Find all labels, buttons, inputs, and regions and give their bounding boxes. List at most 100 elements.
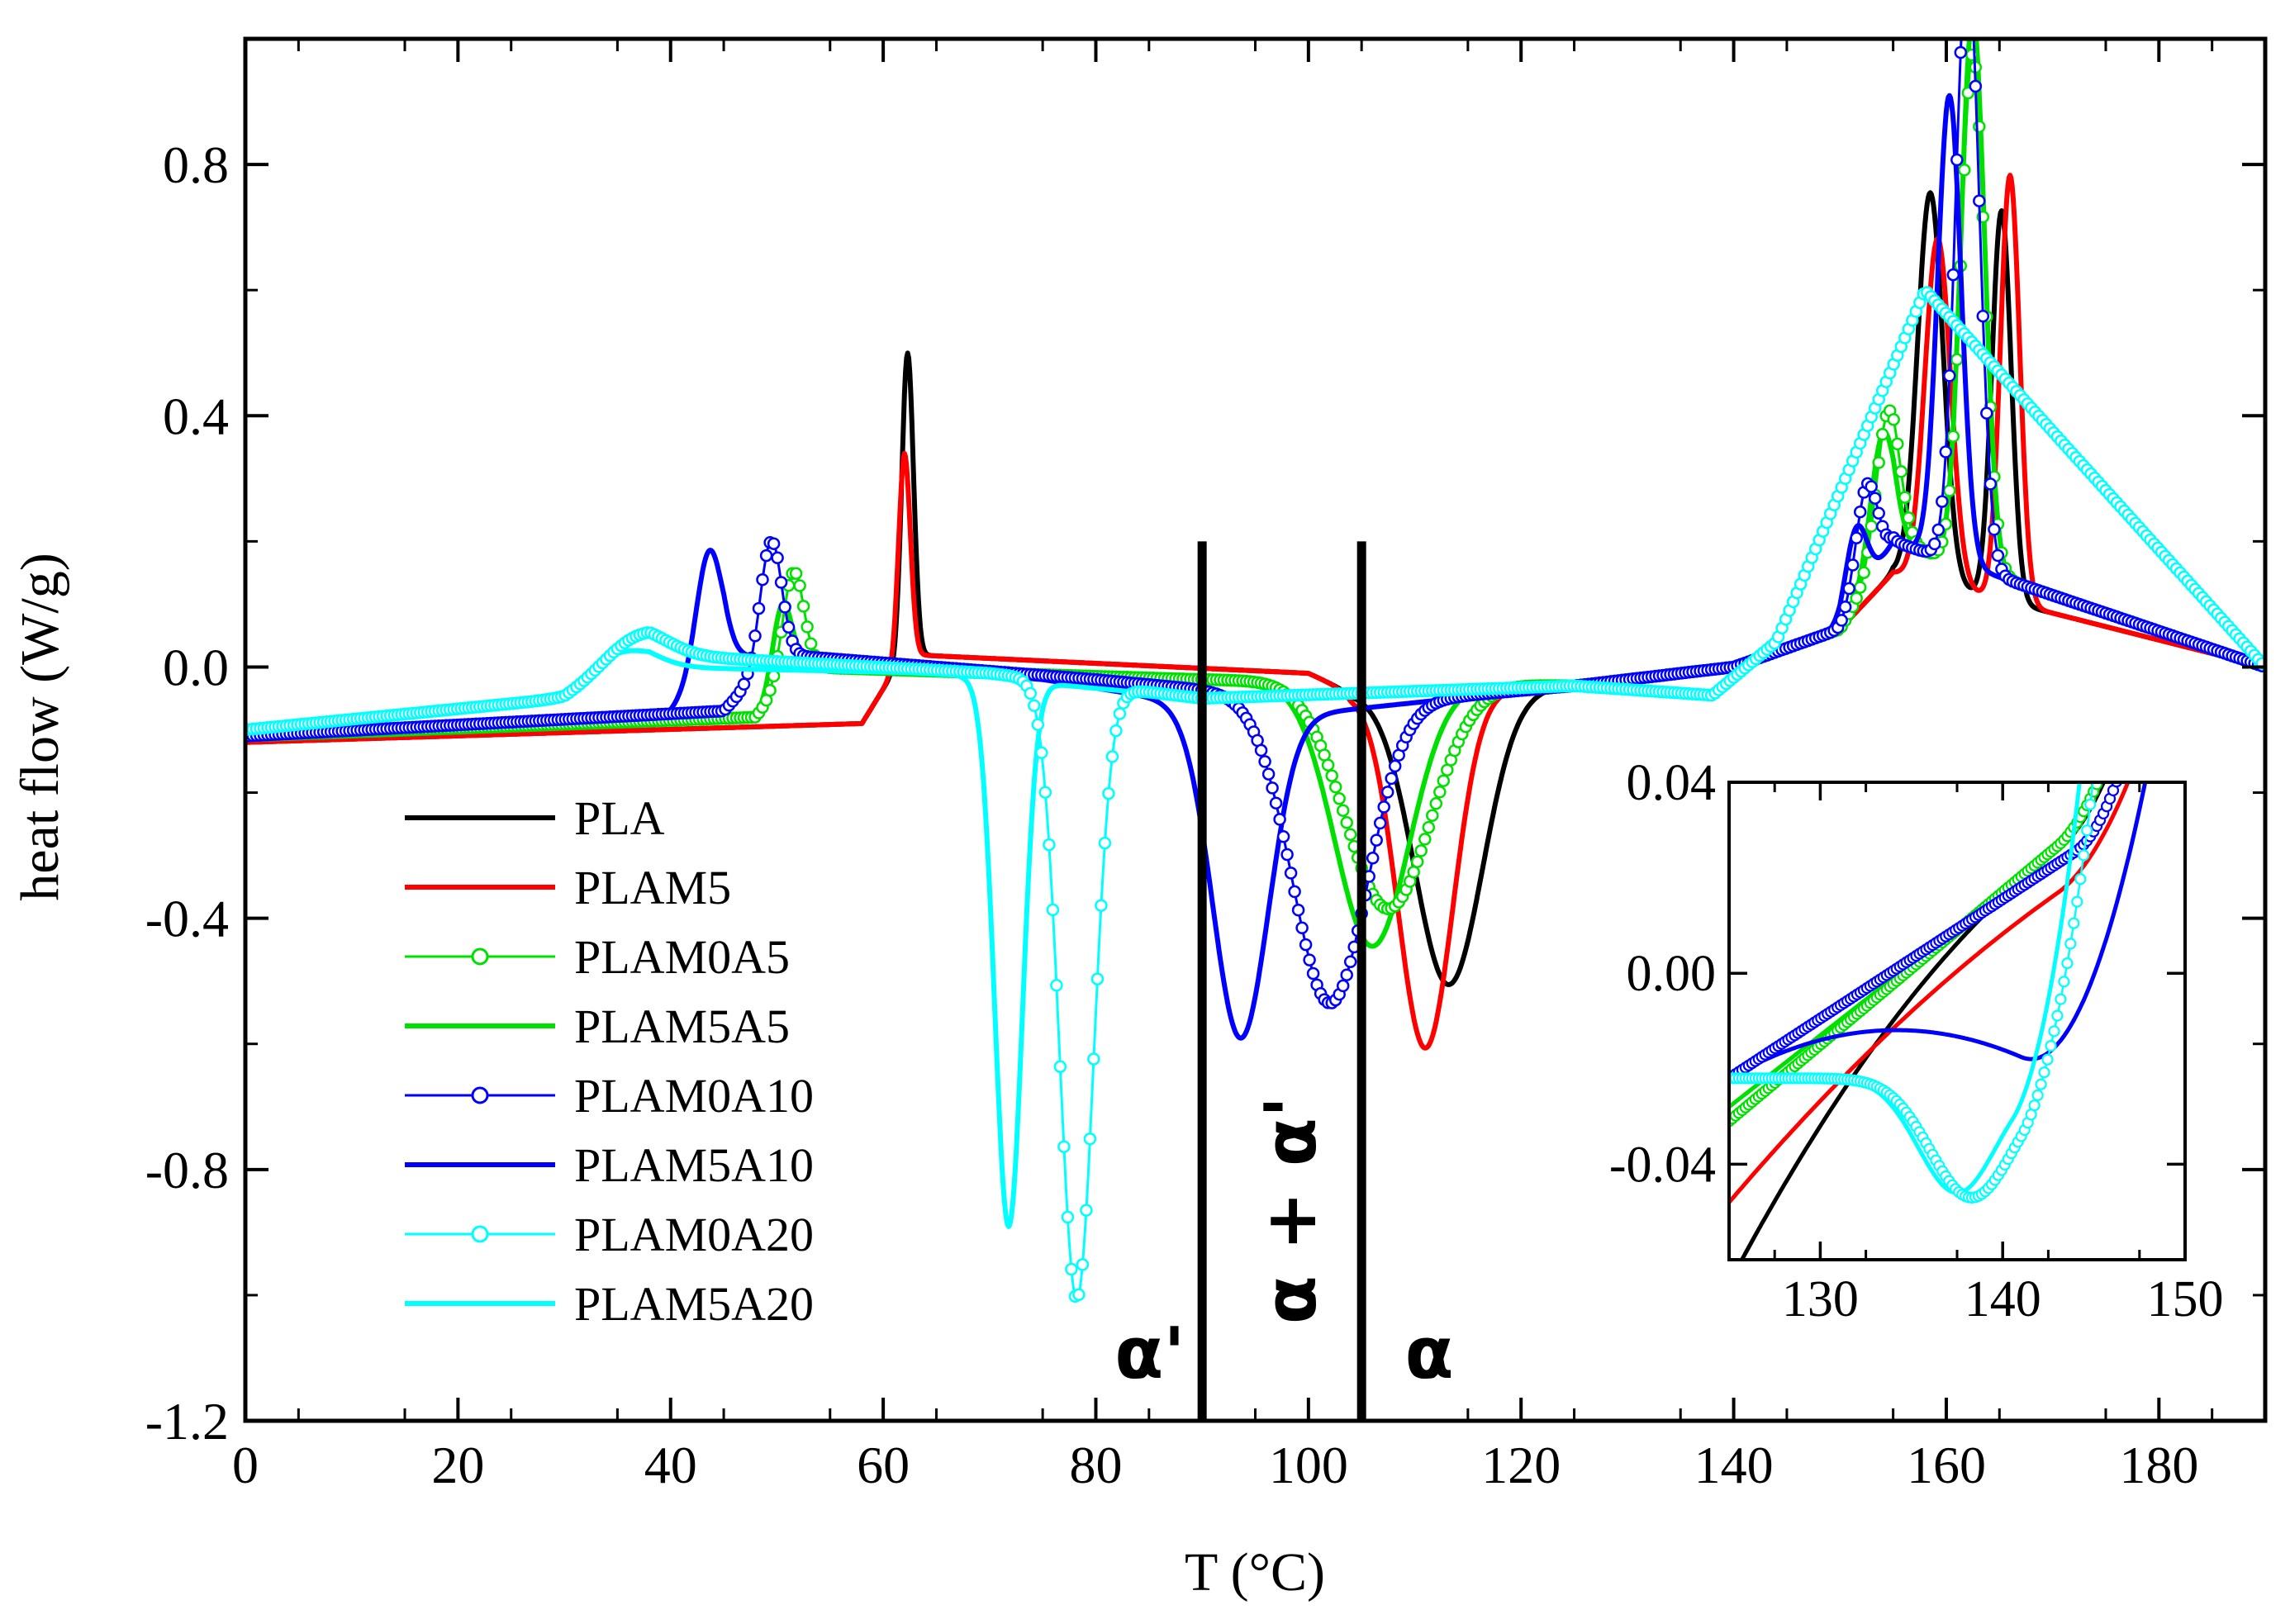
data-point bbox=[1098, 836, 1112, 850]
data-point bbox=[1946, 268, 1960, 282]
data-point bbox=[1898, 491, 1912, 504]
data-point bbox=[1333, 792, 1346, 805]
legend-item: PLAM5A20 bbox=[405, 1277, 814, 1331]
legend-label: PLAM5 bbox=[574, 861, 731, 914]
data-point bbox=[1850, 531, 1863, 545]
legend-marker bbox=[471, 1086, 489, 1104]
data-point bbox=[767, 537, 781, 550]
data-point bbox=[1306, 966, 1320, 981]
legend-marker bbox=[471, 947, 489, 966]
inset-series-line bbox=[1729, 782, 2131, 1204]
inset-data-point bbox=[2138, 686, 2148, 696]
inset-data-point bbox=[2121, 695, 2131, 705]
inset-background bbox=[1729, 782, 2185, 1260]
legend-label: PLAM5A20 bbox=[574, 1277, 814, 1331]
data-point bbox=[1024, 686, 1038, 700]
data-point bbox=[1273, 813, 1286, 826]
inset-data-point bbox=[2178, 446, 2188, 456]
inset-data-point bbox=[2112, 727, 2121, 737]
inset-data-point bbox=[2074, 873, 2087, 886]
inset-data-point bbox=[2158, 595, 2168, 605]
inset-data-point bbox=[2035, 1078, 2047, 1090]
data-point bbox=[1853, 581, 1867, 594]
legend-label: PLAM0A10 bbox=[574, 1069, 814, 1123]
data-point bbox=[1875, 428, 1889, 441]
data-point bbox=[1035, 746, 1048, 760]
inset-data-point bbox=[2148, 78, 2158, 88]
data-point bbox=[1426, 809, 1439, 822]
data-point bbox=[1385, 772, 1398, 786]
legend-item: PLAM0A5 bbox=[405, 930, 790, 984]
x-tick-label: 80 bbox=[1069, 1436, 1122, 1494]
data-point bbox=[1437, 774, 1451, 787]
data-point bbox=[1872, 506, 1885, 520]
inset-data-point bbox=[2161, 532, 2171, 542]
series-PLAM0A20 bbox=[245, 286, 2265, 1303]
inset-data-point bbox=[2118, 475, 2128, 485]
x-tick-label: 100 bbox=[1269, 1436, 1348, 1494]
inset-data-point bbox=[2125, 736, 2135, 746]
data-point bbox=[1872, 456, 1885, 469]
x-tick-label: 140 bbox=[1694, 1436, 1774, 1494]
inset-y-tick-label: 0.00 bbox=[1627, 946, 1717, 1002]
inset-data-point bbox=[2135, 647, 2145, 657]
inset-data-point bbox=[2174, 504, 2184, 514]
inset-series-PLAM5A10 bbox=[1729, 782, 2148, 1080]
y-tick-label: -1.2 bbox=[145, 1392, 229, 1451]
inset-series-line bbox=[1729, 782, 2148, 1080]
inset-data-point bbox=[2128, 724, 2138, 734]
inset-data-point bbox=[2031, 1089, 2044, 1102]
inset-data-point bbox=[2108, 737, 2118, 747]
data-point bbox=[1072, 1288, 1086, 1302]
data-point bbox=[1433, 786, 1447, 799]
data-point bbox=[789, 567, 803, 580]
data-point bbox=[1857, 566, 1870, 580]
x-tick-label: 180 bbox=[2119, 1436, 2198, 1494]
data-point bbox=[1887, 413, 1900, 426]
inset-data-point bbox=[2051, 1009, 2064, 1022]
series-PLAM5 bbox=[245, 173, 2265, 1051]
inset-data-point bbox=[2131, 659, 2141, 669]
data-point bbox=[1388, 759, 1402, 773]
inset-series-PLAM5 bbox=[1729, 782, 2131, 1204]
inset-data-point bbox=[2131, 712, 2141, 722]
data-point bbox=[1418, 833, 1432, 846]
inset-data-point bbox=[2058, 976, 2070, 988]
inset-data-point bbox=[2178, 484, 2188, 494]
legend-marker bbox=[471, 1225, 489, 1243]
data-point bbox=[1865, 480, 1878, 493]
x-tick-label: 0 bbox=[232, 1436, 259, 1494]
data-point bbox=[1850, 591, 1863, 605]
data-point bbox=[1343, 955, 1357, 969]
inset-y-tick-label: 0.04 bbox=[1627, 755, 1717, 811]
data-point bbox=[1284, 867, 1298, 880]
data-point bbox=[1894, 465, 1908, 478]
x-axis-title: T (°C) bbox=[1185, 1542, 1325, 1603]
legend-label: PLAM0A5 bbox=[574, 930, 790, 984]
data-point bbox=[1061, 1210, 1075, 1224]
inset-series-PLAM0A20 bbox=[1729, 78, 2158, 1204]
data-point bbox=[1291, 903, 1305, 917]
data-point bbox=[1366, 852, 1380, 865]
data-point bbox=[1380, 786, 1394, 799]
inset-data-point bbox=[2105, 746, 2115, 756]
data-point bbox=[1109, 724, 1123, 738]
inset-series-PLA bbox=[1739, 782, 2107, 1260]
data-point bbox=[1105, 750, 1119, 763]
inset-data-point bbox=[2135, 267, 2145, 277]
data-point bbox=[1080, 1204, 1093, 1217]
data-point bbox=[1295, 921, 1309, 935]
inset-data-point bbox=[2098, 684, 2108, 694]
data-point bbox=[1969, 79, 1983, 93]
data-point bbox=[1254, 743, 1268, 757]
region-label-alpha-alpha-prime: α + α' bbox=[1250, 1096, 1333, 1324]
data-point bbox=[1325, 769, 1338, 782]
data-point bbox=[1321, 758, 1335, 772]
data-point bbox=[1083, 1132, 1097, 1146]
data-point bbox=[1028, 699, 1041, 712]
data-point bbox=[1328, 780, 1342, 794]
data-point bbox=[1340, 968, 1353, 981]
data-point bbox=[1340, 816, 1353, 829]
inset-data-point bbox=[2125, 683, 2135, 693]
data-point bbox=[1936, 495, 1949, 508]
